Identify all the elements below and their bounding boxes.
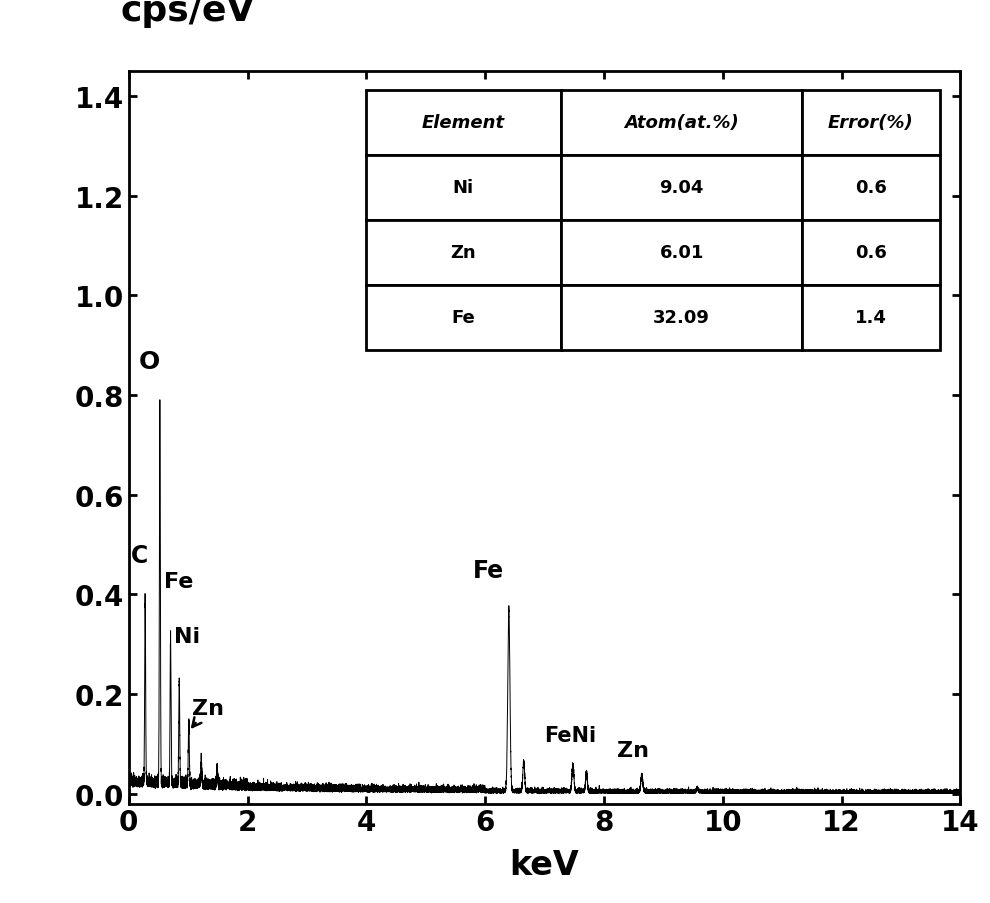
Text: 32.09: 32.09 [653, 309, 710, 327]
Text: Atom(at.%): Atom(at.%) [625, 114, 740, 132]
Text: Fe: Fe [472, 558, 504, 582]
Text: 0.6: 0.6 [855, 179, 887, 197]
Text: FeNi: FeNi [544, 725, 597, 746]
Bar [365, 90, 561, 155]
Bar [802, 220, 940, 285]
Text: 9.04: 9.04 [659, 179, 704, 197]
Text: Zn: Zn [450, 244, 476, 262]
Bar [802, 155, 940, 220]
Bar [561, 220, 802, 285]
Bar [365, 220, 561, 285]
Bar [365, 155, 561, 220]
Text: 6.01: 6.01 [659, 244, 704, 262]
Text: C: C [131, 544, 148, 567]
Text: Zn: Zn [192, 698, 224, 727]
Text: cps/eV: cps/eV [121, 0, 254, 28]
Bar [561, 90, 802, 155]
Bar [365, 285, 561, 350]
Text: Error(%): Error(%) [828, 114, 914, 132]
Text: Element: Element [422, 114, 505, 132]
Text: O: O [139, 349, 159, 373]
Text: Ni: Ni [173, 626, 200, 646]
Bar [802, 285, 940, 350]
Bar [561, 285, 802, 350]
Bar [802, 90, 940, 155]
Text: Fe: Fe [164, 572, 193, 591]
Text: Zn: Zn [617, 740, 649, 760]
X-axis label: keV: keV [510, 848, 579, 880]
Text: 1.4: 1.4 [855, 309, 887, 327]
Text: Ni: Ni [452, 179, 474, 197]
Text: 0.6: 0.6 [855, 244, 887, 262]
Text: Fe: Fe [451, 309, 475, 327]
Bar [561, 155, 802, 220]
